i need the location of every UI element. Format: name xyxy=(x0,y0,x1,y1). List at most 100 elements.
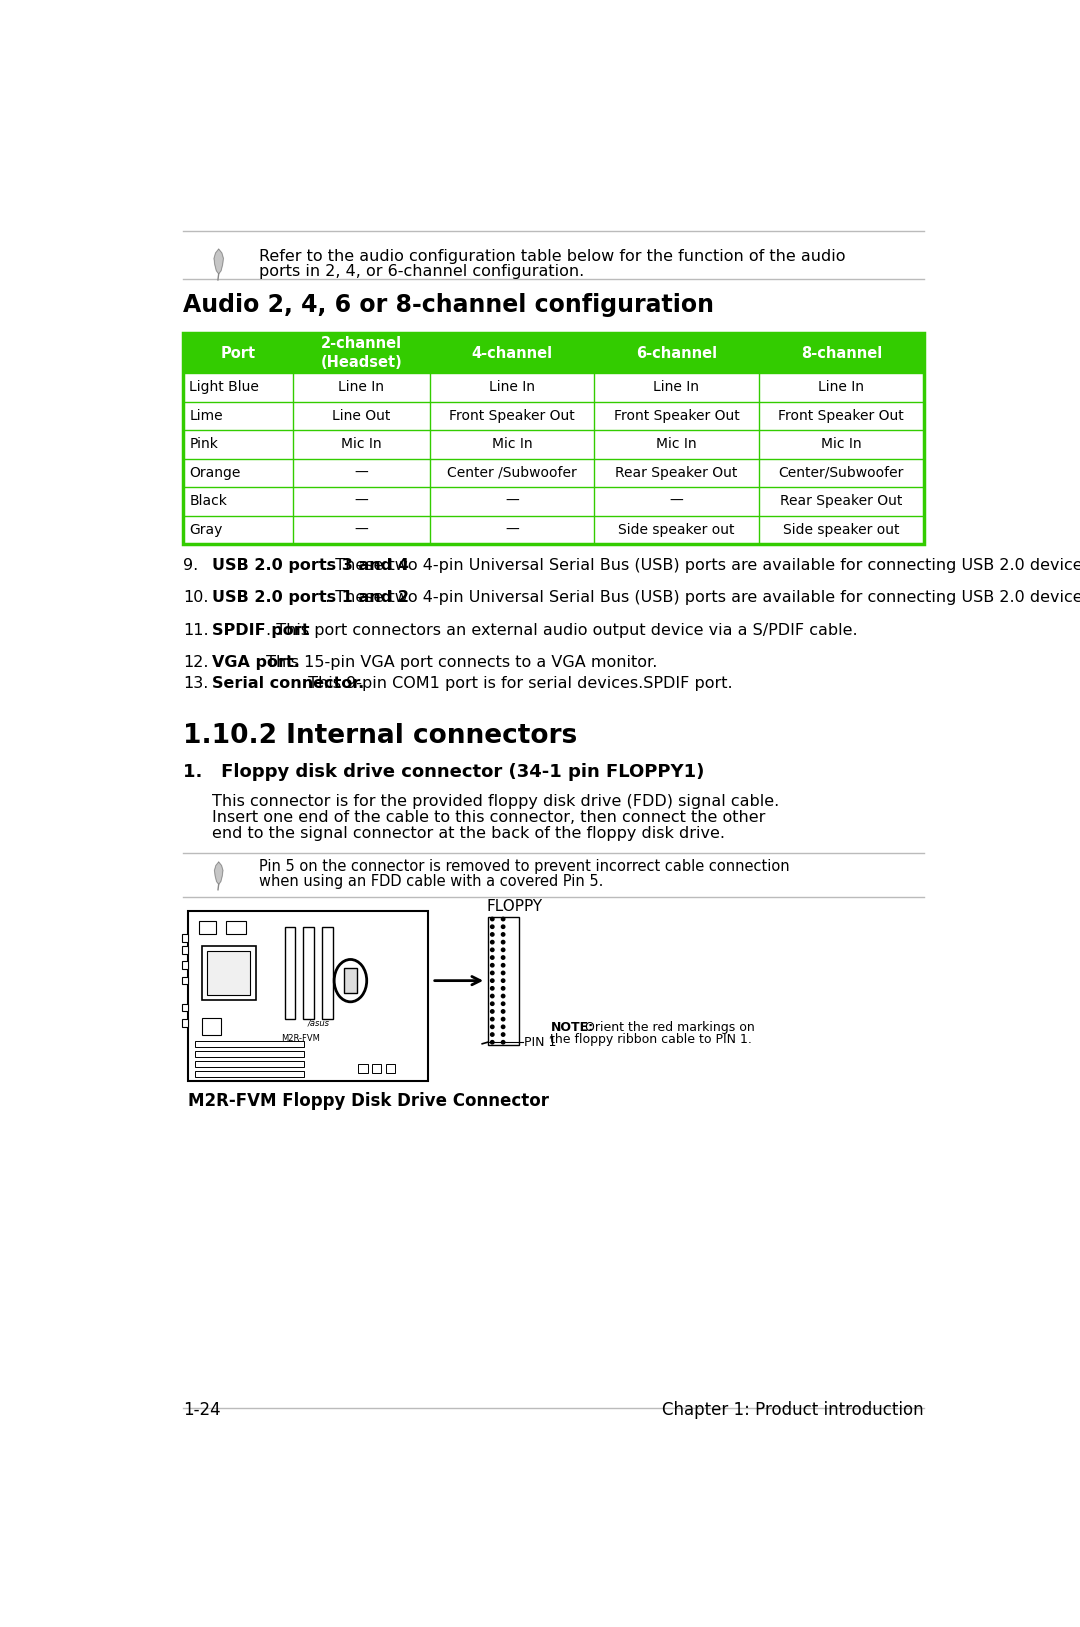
Circle shape xyxy=(490,994,494,997)
Text: Mic In: Mic In xyxy=(341,438,381,451)
Text: 9.: 9. xyxy=(183,558,199,573)
Text: 6-channel: 6-channel xyxy=(636,345,717,361)
Bar xyxy=(181,934,188,942)
Circle shape xyxy=(501,963,504,966)
Text: /asus: /asus xyxy=(308,1019,329,1028)
Text: —: — xyxy=(505,522,518,537)
Text: 1.10.2 Internal connectors: 1.10.2 Internal connectors xyxy=(183,722,578,748)
Text: Light Blue: Light Blue xyxy=(189,381,259,394)
Bar xyxy=(183,430,924,459)
Text: Rear Speaker Out: Rear Speaker Out xyxy=(616,465,738,480)
Circle shape xyxy=(501,994,504,997)
Bar xyxy=(181,1004,188,1012)
Bar xyxy=(181,976,188,984)
Text: 8-channel: 8-channel xyxy=(800,345,882,361)
Circle shape xyxy=(501,1010,504,1014)
Circle shape xyxy=(501,1041,504,1045)
Text: SPDIF port: SPDIF port xyxy=(213,623,310,638)
Circle shape xyxy=(501,932,504,936)
Circle shape xyxy=(490,1017,494,1020)
Text: Rear Speaker Out: Rear Speaker Out xyxy=(780,495,903,508)
Circle shape xyxy=(490,940,494,944)
Text: USB 2.0 ports 1 and 2: USB 2.0 ports 1 and 2 xyxy=(213,591,409,605)
Circle shape xyxy=(490,986,494,991)
Bar xyxy=(200,921,216,934)
Bar xyxy=(202,1017,221,1035)
Text: Side speaker out: Side speaker out xyxy=(783,522,900,537)
Bar xyxy=(183,373,924,402)
Text: Lime: Lime xyxy=(189,408,222,423)
Circle shape xyxy=(501,918,504,921)
Text: . This port connectors an external audio output device via a S/PDIF cable.: . This port connectors an external audio… xyxy=(266,623,858,638)
Text: This 9-pin COM1 port is for serial devices.SPDIF port.: This 9-pin COM1 port is for serial devic… xyxy=(303,677,733,691)
Text: Serial connector.: Serial connector. xyxy=(213,677,365,691)
Bar xyxy=(359,1064,367,1074)
Bar xyxy=(188,911,428,1080)
Text: Audio 2, 4, 6 or 8-channel configuration: Audio 2, 4, 6 or 8-channel configuration xyxy=(183,293,714,317)
Text: USB 2.0 ports 3 and 4: USB 2.0 ports 3 and 4 xyxy=(213,558,409,573)
Circle shape xyxy=(490,926,494,929)
Bar xyxy=(387,1064,395,1074)
Bar xyxy=(322,927,333,1019)
Text: Pink: Pink xyxy=(189,438,218,451)
Bar xyxy=(183,486,924,516)
Text: . These two 4-pin Universal Serial Bus (USB) ports are available for connecting : . These two 4-pin Universal Serial Bus (… xyxy=(325,558,1080,573)
Bar xyxy=(183,459,924,486)
Circle shape xyxy=(490,1041,494,1045)
Text: when using an FDD cable with a covered Pin 5.: when using an FDD cable with a covered P… xyxy=(259,874,604,888)
Text: Center /Subwoofer: Center /Subwoofer xyxy=(447,465,577,480)
Text: M2R-FVM: M2R-FVM xyxy=(281,1033,320,1043)
Text: 4-channel: 4-channel xyxy=(472,345,553,361)
Text: —: — xyxy=(354,522,368,537)
Circle shape xyxy=(490,1033,494,1036)
Circle shape xyxy=(490,955,494,960)
Text: 2-channel
(Headset): 2-channel (Headset) xyxy=(321,337,402,369)
Text: Gray: Gray xyxy=(189,522,222,537)
Bar xyxy=(488,916,518,1045)
Text: Line In: Line In xyxy=(819,381,864,394)
Text: Mic In: Mic In xyxy=(491,438,532,451)
Bar xyxy=(345,968,356,992)
Circle shape xyxy=(501,926,504,929)
Text: Side speaker out: Side speaker out xyxy=(618,522,734,537)
Bar xyxy=(202,945,256,1001)
Circle shape xyxy=(501,1017,504,1020)
Text: —: — xyxy=(505,495,518,508)
Circle shape xyxy=(501,940,504,944)
Text: FLOPPY: FLOPPY xyxy=(487,898,543,914)
Circle shape xyxy=(501,1025,504,1028)
Circle shape xyxy=(490,932,494,936)
Text: Mic In: Mic In xyxy=(821,438,862,451)
Text: Front Speaker Out: Front Speaker Out xyxy=(613,408,740,423)
Text: Port: Port xyxy=(220,345,256,361)
Text: PIN 1: PIN 1 xyxy=(524,1036,556,1049)
Bar xyxy=(373,1064,381,1074)
Circle shape xyxy=(490,1010,494,1014)
Circle shape xyxy=(490,1025,494,1028)
Text: NOTE:: NOTE: xyxy=(551,1020,594,1033)
Bar xyxy=(195,1061,303,1067)
Text: 10.: 10. xyxy=(183,591,208,605)
Circle shape xyxy=(501,1033,504,1036)
Text: Black: Black xyxy=(189,495,227,508)
Bar xyxy=(183,402,924,430)
Bar xyxy=(227,921,246,934)
Circle shape xyxy=(501,986,504,991)
Bar xyxy=(303,927,314,1019)
Text: —: — xyxy=(670,495,684,508)
Text: This 15-pin VGA port connects to a VGA monitor.: This 15-pin VGA port connects to a VGA m… xyxy=(260,656,657,670)
Bar xyxy=(183,334,924,543)
Text: Insert one end of the cable to this connector, then connect the other: Insert one end of the cable to this conn… xyxy=(213,810,766,825)
Text: Line In: Line In xyxy=(653,381,700,394)
Text: Line Out: Line Out xyxy=(332,408,391,423)
Circle shape xyxy=(490,963,494,966)
Text: This connector is for the provided floppy disk drive (FDD) signal cable.: This connector is for the provided flopp… xyxy=(213,794,780,809)
Text: the floppy ribbon cable to PIN 1.: the floppy ribbon cable to PIN 1. xyxy=(551,1033,753,1046)
Text: Mic In: Mic In xyxy=(657,438,697,451)
Text: Center/Subwoofer: Center/Subwoofer xyxy=(779,465,904,480)
Polygon shape xyxy=(215,862,222,883)
Circle shape xyxy=(501,955,504,960)
Text: VGA port.: VGA port. xyxy=(213,656,300,670)
Bar xyxy=(195,1051,303,1058)
Text: Refer to the audio configuration table below for the function of the audio: Refer to the audio configuration table b… xyxy=(259,249,846,264)
